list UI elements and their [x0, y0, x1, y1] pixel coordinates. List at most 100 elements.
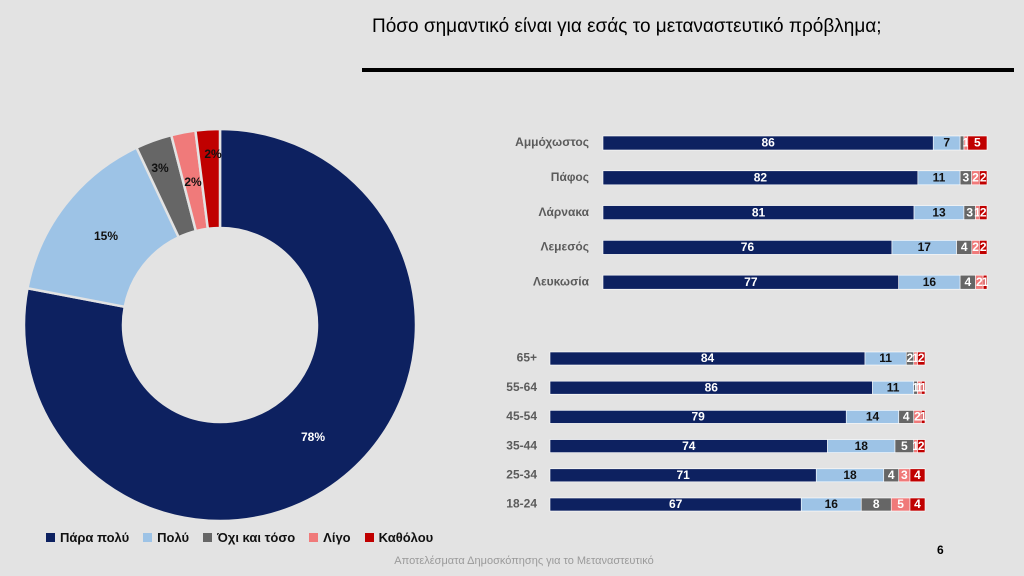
- bar-data-label: 1: [916, 380, 923, 394]
- legend-item-πολύ: Πολύ: [143, 530, 189, 545]
- bar-data-label: 3: [966, 205, 973, 219]
- bar-data-label: 4: [888, 468, 895, 482]
- legend-label: Λίγο: [323, 530, 351, 545]
- bar-data-label: 1: [963, 136, 970, 150]
- donut-label-όχι-και-τόσο: 3%: [151, 161, 169, 175]
- bar-data-label: 13: [932, 205, 946, 219]
- legend-label: Πολύ: [157, 530, 190, 545]
- donut-label-λίγο: 2%: [184, 175, 202, 189]
- bar-data-label: 81: [752, 205, 766, 219]
- bar-data-label: 77: [744, 275, 758, 289]
- legend-label: Πάρα πολύ: [60, 530, 130, 545]
- category-label: 18-24: [506, 497, 537, 511]
- bar-data-label: 1: [912, 439, 919, 453]
- bar-segment-καθόλου: [982, 274, 988, 290]
- bar-data-label: 17: [918, 240, 932, 254]
- bar-data-label: 11: [879, 351, 892, 365]
- chart-legend: Πάρα πολύ Πολύ Όχι και τόσο Λίγο Καθόλου: [46, 530, 433, 545]
- bar-data-label: 11: [887, 380, 900, 394]
- slide-footer: Αποτελέσματα Δημοσκόπησης για το Μετανασ…: [394, 555, 654, 567]
- bar-segment-καθόλου: [909, 497, 926, 512]
- legend-item-όχι-και-τόσο: Όχι και τόσο: [203, 530, 295, 545]
- bar-segment-καθόλου: [909, 468, 926, 483]
- category-label: Λευκωσία: [533, 274, 590, 288]
- bar-segment-καθόλου: [917, 439, 926, 453]
- bar-segment-καθόλου: [979, 205, 988, 220]
- bar-data-label: 14: [866, 410, 880, 424]
- bar-segment-καθόλου: [917, 351, 926, 366]
- donut-label-πάρα-πολύ: 78%: [301, 430, 325, 444]
- bar-data-label: 4: [964, 275, 971, 289]
- bar-data-label: 18: [843, 468, 857, 482]
- bar-data-label: 16: [923, 275, 937, 289]
- bar-segment-καθόλου: [920, 410, 926, 424]
- bar-segment-καθόλου: [979, 170, 988, 186]
- bar-data-label: 18: [855, 439, 869, 453]
- bar-data-label: 4: [903, 410, 910, 424]
- bar-data-label: 74: [682, 439, 696, 453]
- bar-data-label: 2: [972, 240, 979, 254]
- bar-data-label: 5: [974, 136, 981, 150]
- donut-label-καθόλου: 2%: [204, 147, 222, 161]
- bar-data-label: 2: [918, 351, 925, 365]
- donut-label-πολύ: 15%: [94, 229, 118, 243]
- category-label: Αμμόχωστος: [515, 135, 589, 149]
- bar-data-label: 76: [741, 240, 755, 254]
- donut-chart: 78% 15% 3% 2%2%: [22, 127, 418, 523]
- bar-data-label: 3: [963, 170, 970, 184]
- title-underline: [362, 68, 1014, 72]
- category-label: 65+: [517, 351, 537, 365]
- bar-data-label: 2: [980, 170, 987, 184]
- donut-slice-πάρα-πολύ: [22, 127, 418, 523]
- bar-data-label: 4: [914, 497, 921, 511]
- legend-label: Όχι και τόσο: [217, 530, 296, 545]
- donut-slice-καθόλου: [194, 127, 222, 231]
- bar-data-label: 4: [961, 240, 968, 254]
- bar-data-label: 2: [907, 351, 914, 365]
- bar-data-label: 86: [705, 380, 719, 394]
- bar-data-label: 1: [982, 275, 989, 289]
- bar-data-label: 16: [825, 497, 839, 511]
- legend-swatch: [143, 533, 153, 542]
- bar-data-label: 11: [933, 170, 946, 184]
- bar-data-label: 2: [918, 439, 925, 453]
- category-label: 55-64: [506, 380, 537, 394]
- legend-swatch: [203, 533, 213, 542]
- bar-data-label: 8: [873, 497, 880, 511]
- bar-data-label: 84: [701, 351, 715, 365]
- category-label: 25-34: [506, 467, 537, 481]
- category-label: 45-54: [506, 409, 537, 423]
- bar-data-label: 2: [976, 275, 983, 289]
- bar-data-label: 1: [912, 380, 919, 394]
- legend-item-καθόλου: Καθόλου: [364, 530, 434, 545]
- bar-data-label: 7: [943, 136, 950, 150]
- bar-segment-καθόλου: [979, 240, 988, 255]
- bar-data-label: 67: [669, 497, 683, 511]
- bar-segment-καθόλου: [967, 135, 988, 151]
- page-number: 6: [937, 543, 944, 557]
- category-label: Λεμεσός: [540, 240, 589, 254]
- bar-data-label: 86: [761, 136, 775, 150]
- legend-swatch: [309, 533, 319, 542]
- bar-data-label: 2: [980, 205, 987, 219]
- bar-data-label: 4: [914, 468, 921, 482]
- legend-swatch: [364, 533, 374, 542]
- legend-swatch: [46, 533, 55, 542]
- category-label: Πάφος: [551, 170, 589, 184]
- legend-label: Καθόλου: [378, 530, 434, 545]
- legend-item-λίγο: Λίγο: [309, 530, 351, 545]
- category-label: 35-44: [506, 438, 537, 452]
- bar-data-label: 79: [691, 410, 705, 424]
- bar-data-label: 1: [920, 410, 927, 424]
- bar-data-label: 2: [914, 410, 921, 424]
- slide-title: Πόσο σημαντικό είναι για εσάς το μετανασ…: [372, 16, 882, 37]
- legend-item-πάρα-πολύ: Πάρα πολύ: [46, 530, 129, 545]
- bar-data-label: 2: [980, 240, 987, 254]
- bar-segment-καθόλου: [920, 380, 926, 395]
- bar-data-label: 5: [901, 439, 908, 453]
- bar-data-label: 5: [897, 497, 904, 511]
- bar-data-label: 82: [754, 170, 768, 184]
